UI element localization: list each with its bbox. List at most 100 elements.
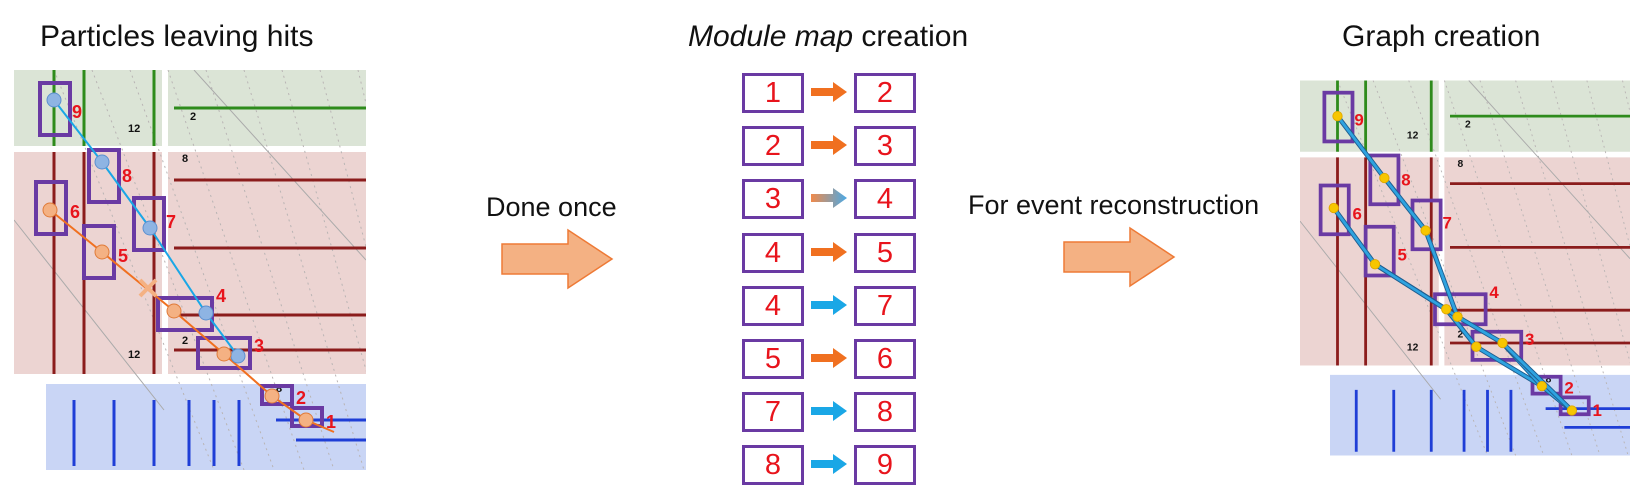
graph-edge — [1332, 207, 1377, 266]
graph-edge — [1424, 230, 1459, 318]
module-from-box: 5 — [742, 339, 804, 379]
dotted-guide — [243, 70, 365, 470]
layer-label: 12 — [1407, 131, 1419, 142]
layer-label: 2 — [182, 335, 188, 347]
big-arrow-right-icon-2 — [1063, 226, 1176, 288]
dotted-guide — [129, 70, 275, 470]
title-particles-leaving-hits: Particles leaving hits — [40, 20, 314, 53]
map-arrow-icon — [811, 294, 847, 315]
title-module-map-italic: Module map — [688, 20, 854, 53]
hit-orange — [298, 412, 314, 428]
map-arrow-icon — [811, 241, 847, 262]
module-number-label: 8 — [122, 166, 132, 186]
module-number-label: 9 — [72, 102, 82, 122]
hit-blue — [198, 305, 214, 321]
layer-label: 2 — [1458, 329, 1464, 340]
missing-hit-icon — [138, 278, 158, 298]
module-to-box: 2 — [854, 73, 916, 113]
module-number-label: 2 — [1564, 379, 1573, 398]
module-number-label: 3 — [254, 336, 264, 356]
map-arrow-icon — [811, 348, 847, 368]
layer-label: 2 — [1465, 119, 1471, 130]
module-from-box: 2 — [742, 126, 804, 167]
dotted-guide — [1443, 80, 1573, 456]
module-number-label: 7 — [166, 212, 176, 232]
module-number-label: 7 — [1443, 214, 1452, 233]
module-number-label: 9 — [1354, 111, 1363, 130]
layer-label: 8 — [1458, 159, 1464, 170]
hit-orange — [94, 244, 110, 260]
hit-orange — [264, 388, 280, 404]
done-once-label: Done once — [486, 192, 617, 222]
dotted-guide — [167, 70, 305, 470]
layer-label: 2 — [190, 111, 196, 123]
title-module-map-rest: creation — [853, 20, 969, 53]
module-box — [1410, 198, 1443, 252]
module-number-label: 5 — [1398, 246, 1407, 265]
graph-node — [1441, 304, 1452, 315]
module-box — [260, 384, 294, 406]
module-number-label: 1 — [326, 412, 336, 432]
layer-label: 8 — [1546, 374, 1552, 385]
module-number-label: 6 — [70, 202, 80, 222]
module-number-label: 4 — [1489, 283, 1499, 302]
module-from-box: 7 — [742, 392, 804, 433]
title-graph-creation: Graph creation — [1342, 20, 1541, 53]
layer-label: 8 — [182, 153, 188, 165]
dotted-guide — [1479, 80, 1601, 456]
module-box — [87, 148, 121, 204]
big-arrow-right-icon — [501, 228, 614, 290]
detector-right-panel: 12 2 8 12 2 8 9 8 7 6 5 4 3 2 1 — [1300, 80, 1630, 456]
layer-label: 12 — [1407, 343, 1419, 354]
map-arrow-icon — [811, 82, 847, 102]
module-box — [1318, 183, 1351, 237]
guide-line — [14, 219, 165, 411]
module-from-box: 1 — [742, 73, 804, 113]
graph-edge — [1456, 315, 1504, 345]
module-box — [1322, 90, 1355, 144]
dotted-guide — [1515, 80, 1629, 456]
module-from-box: 4 — [742, 285, 804, 326]
graph-node — [1328, 202, 1339, 214]
map-arrow-icon — [811, 454, 847, 475]
module-to-box: 3 — [854, 126, 916, 167]
layer-label: 12 — [128, 123, 140, 135]
graph-node — [1420, 225, 1431, 236]
graph-node — [1369, 259, 1381, 270]
module-to-box: 4 — [854, 179, 916, 220]
module-box — [1368, 153, 1401, 207]
graph-node — [1452, 311, 1463, 322]
graph-edge — [1336, 115, 1386, 179]
title-module-map-creation: Module map creation — [688, 20, 968, 54]
graph-node — [1536, 380, 1548, 392]
graph-node — [1379, 172, 1390, 184]
dotted-guide — [205, 70, 335, 470]
module-to-box: 6 — [854, 339, 916, 379]
module-from-box: 3 — [742, 179, 804, 220]
hit-blue — [230, 348, 246, 364]
module-box — [34, 180, 68, 236]
graph-edge — [1475, 345, 1543, 388]
module-box — [38, 81, 72, 137]
module-number-label: 8 — [1401, 171, 1410, 190]
module-number-label: 6 — [1353, 204, 1362, 223]
graph-node — [1566, 405, 1578, 416]
module-box — [82, 224, 116, 280]
module-to-box: 8 — [854, 392, 916, 433]
module-number-label: 4 — [216, 286, 226, 306]
module-from-box: 8 — [742, 445, 804, 486]
layer-label: 8 — [276, 383, 282, 395]
graph-edge — [1383, 177, 1427, 232]
module-to-box: 7 — [854, 285, 916, 326]
module-number-label: 2 — [296, 388, 306, 408]
module-number-label: 3 — [1525, 330, 1534, 349]
graph-node — [1471, 341, 1482, 352]
module-to-box: 5 — [854, 232, 916, 273]
graph-edge — [1501, 341, 1573, 412]
